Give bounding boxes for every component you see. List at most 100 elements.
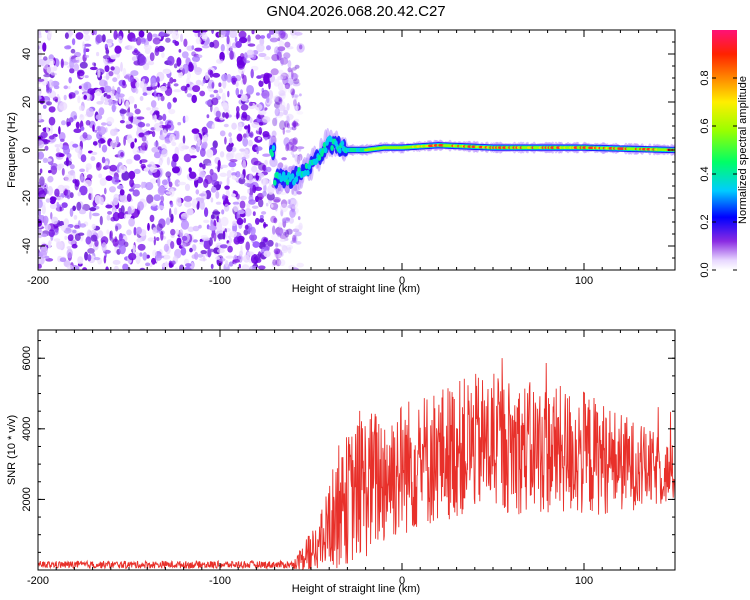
noise-blob	[111, 176, 120, 185]
noise-blob	[248, 199, 256, 205]
signal-band-mid	[340, 140, 345, 147]
noise-blob	[83, 34, 91, 42]
noise-blob	[134, 104, 137, 109]
noise-blob	[76, 69, 85, 77]
spectrogram-ytick-label: 0	[21, 147, 33, 153]
noise-blob	[195, 189, 200, 195]
noise-blob	[127, 77, 134, 83]
noise-blob	[212, 72, 221, 78]
noise-blob	[53, 85, 60, 90]
noise-blob	[182, 63, 189, 74]
noise-blob	[278, 30, 286, 39]
noise-blob	[66, 152, 72, 159]
noise-blob	[56, 147, 60, 153]
noise-blob	[70, 48, 76, 54]
noise-blob	[136, 36, 142, 46]
noise-blob	[191, 45, 195, 50]
signal-band-mid	[270, 151, 275, 158]
figure-title: GN04.2026.068.20.42.C27	[266, 3, 445, 20]
noise-blob	[157, 146, 162, 150]
noise-blob	[153, 90, 157, 98]
noise-blob	[86, 167, 89, 173]
noise-blob	[141, 135, 147, 142]
noise-blob	[145, 182, 154, 191]
noise-blob	[112, 77, 118, 83]
noise-blob	[266, 73, 273, 78]
noise-blob	[246, 203, 251, 209]
noise-blob	[39, 168, 43, 174]
noise-blob	[274, 116, 278, 126]
colorbar-tick-label: 0.8	[699, 70, 711, 85]
snr-xtick-label: -100	[209, 575, 231, 587]
noise-blob	[192, 225, 200, 232]
noise-blob	[203, 219, 210, 224]
noise-blob	[292, 237, 295, 242]
noise-blob	[283, 107, 288, 116]
noise-blob	[235, 171, 241, 178]
noise-blob	[147, 32, 153, 42]
noise-blob	[170, 228, 176, 236]
noise-blob	[279, 238, 287, 242]
noise-blob	[38, 219, 43, 227]
noise-blob	[278, 40, 285, 47]
noise-blob	[250, 68, 254, 79]
noise-blob	[130, 141, 135, 149]
noise-blob	[78, 209, 87, 215]
noise-blob	[220, 44, 225, 52]
noise-blob	[79, 168, 85, 173]
noise-blob	[113, 127, 119, 136]
noise-blob	[290, 88, 296, 96]
noise-blob	[215, 201, 222, 205]
noise-blob	[78, 85, 82, 90]
noise-blob	[246, 85, 255, 95]
noise-blob	[270, 233, 280, 241]
noise-blob	[290, 199, 299, 209]
noise-blob	[292, 94, 299, 98]
noise-blob	[58, 101, 68, 111]
noise-blob	[183, 195, 193, 202]
noise-blob	[274, 96, 283, 105]
noise-blob	[44, 145, 49, 151]
noise-blob	[85, 83, 88, 89]
noise-blob	[236, 210, 240, 220]
noise-blob	[112, 259, 121, 265]
colorbar-gradient	[712, 30, 737, 270]
noise-blob	[225, 255, 234, 259]
noise-blob	[240, 104, 249, 111]
colorbar-label: Normalized spectral amplitude	[737, 76, 749, 224]
noise-blob	[139, 96, 144, 101]
noise-blob	[188, 61, 193, 68]
noise-blob	[51, 216, 59, 225]
noise-blob	[85, 48, 90, 52]
noise-blob	[135, 88, 139, 94]
noise-blob	[262, 177, 266, 186]
noise-blob	[206, 122, 214, 128]
noise-blob	[101, 34, 106, 43]
noise-blob	[162, 254, 171, 260]
noise-blob	[125, 120, 131, 125]
noise-blob	[91, 223, 97, 230]
noise-blob	[275, 258, 282, 267]
noise-blob	[107, 99, 114, 106]
snr-panel: -200 -100 0 100 2000 4000 6000 Height of strai…	[6, 329, 676, 595]
noise-blob	[55, 196, 64, 201]
noise-blob	[186, 93, 193, 98]
noise-blob	[184, 266, 192, 270]
noise-blob	[263, 56, 271, 60]
noise-blob	[172, 97, 177, 103]
noise-blob	[297, 101, 301, 111]
noise-blob	[149, 214, 155, 223]
signal-band-mid	[281, 171, 286, 178]
noise-blob	[110, 54, 117, 60]
snr-ytick-label: 4000	[21, 417, 33, 441]
noise-blob	[114, 45, 122, 54]
noise-blob	[151, 257, 156, 265]
snr-xtick-label: -200	[27, 575, 49, 587]
noise-blob	[131, 37, 138, 42]
noise-blob	[75, 32, 84, 40]
noise-blob	[111, 85, 115, 96]
noise-blob	[118, 244, 126, 255]
noise-blob	[293, 119, 297, 129]
noise-blob	[273, 198, 280, 203]
signal-band-mid	[306, 169, 310, 176]
